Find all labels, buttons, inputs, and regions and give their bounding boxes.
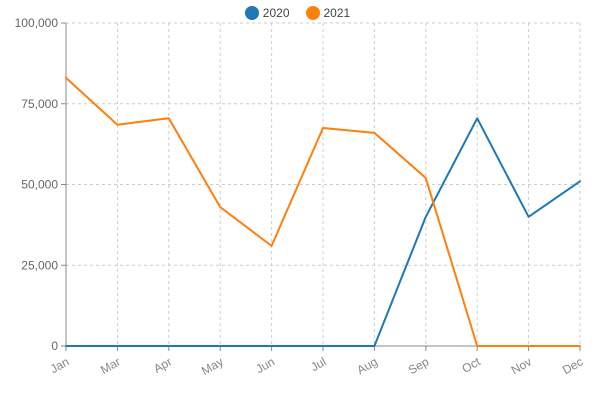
y-tick-label: 25,000 [21, 258, 58, 272]
legend-label: 2021 [323, 6, 351, 20]
legend-item-2021[interactable]: 2021 [305, 6, 351, 20]
x-tick-label: Jul [308, 354, 328, 374]
legend-label: 2020 [262, 6, 290, 20]
x-tick-label: Dec [560, 354, 585, 377]
series-lines [65, 76, 581, 347]
legend-item-2020[interactable]: 2020 [244, 6, 290, 20]
grid [66, 22, 581, 346]
y-tick-label: 50,000 [21, 178, 58, 192]
x-tick-label: Apr [151, 354, 174, 375]
axes: 0 25,000 50,000 75,000 100,000 Jan Mar Apr May Ju… [15, 16, 586, 378]
legend: 2020 2021 [0, 4, 595, 22]
x-tick-label: Oct [460, 354, 484, 376]
x-tick-label: Jun [253, 354, 277, 376]
x-tick-label: Aug [354, 354, 379, 377]
y-tick-label: 100,000 [15, 16, 59, 30]
x-tick-label: Sep [406, 354, 432, 377]
legend-swatch [305, 6, 320, 20]
y-tick-label: 0 [51, 339, 58, 353]
x-tick-label: Mar [98, 354, 123, 376]
x-tick-label: Jan [48, 354, 72, 376]
series-line-2021 [65, 76, 581, 347]
legend-swatch [244, 6, 259, 20]
x-tick-label: May [199, 354, 226, 377]
series-line-2020 [65, 117, 581, 347]
x-tick-label: Nov [509, 354, 534, 377]
y-tick-label: 75,000 [21, 97, 58, 111]
